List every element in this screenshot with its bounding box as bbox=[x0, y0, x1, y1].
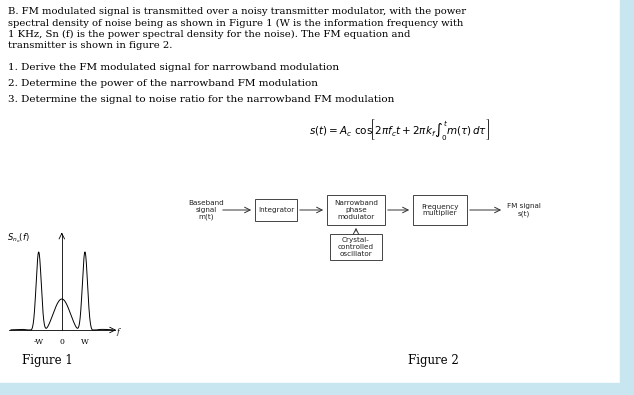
Text: W: W bbox=[81, 338, 89, 346]
Text: 2. Determine the power of the narrowband FM modulation: 2. Determine the power of the narrowband… bbox=[8, 79, 318, 88]
Bar bbox=[327, 195, 385, 225]
Text: Integrator: Integrator bbox=[258, 207, 294, 213]
Text: 3. Determine the signal to noise ratio for the narrowband FM modulation: 3. Determine the signal to noise ratio f… bbox=[8, 95, 394, 104]
Text: -W: -W bbox=[34, 338, 44, 346]
Text: Baseband
signal
m(t): Baseband signal m(t) bbox=[188, 200, 224, 220]
Text: 1. Derive the FM modulated signal for narrowband modulation: 1. Derive the FM modulated signal for na… bbox=[8, 63, 339, 72]
Text: Figure 1: Figure 1 bbox=[22, 354, 73, 367]
Bar bbox=[330, 234, 382, 260]
Bar bbox=[413, 195, 467, 225]
Text: 1 KHz, Sn (f) is the power spectral density for the noise). The FM equation and: 1 KHz, Sn (f) is the power spectral dens… bbox=[8, 30, 410, 39]
Text: spectral density of noise being as shown in Figure 1 (W is the information frequ: spectral density of noise being as shown… bbox=[8, 19, 463, 28]
Text: Frequency
multiplier: Frequency multiplier bbox=[421, 203, 459, 216]
Bar bbox=[0, 383, 634, 395]
Bar bbox=[620, 0, 634, 395]
Text: Crystal-
controlled
oscillator: Crystal- controlled oscillator bbox=[338, 237, 374, 257]
Text: f: f bbox=[117, 328, 120, 336]
Bar bbox=[255, 199, 297, 221]
Text: FM signal
s(t): FM signal s(t) bbox=[507, 203, 541, 217]
Text: 0: 0 bbox=[60, 338, 64, 346]
Text: B. FM modulated signal is transmitted over a noisy transmitter modulator, with t: B. FM modulated signal is transmitted ov… bbox=[8, 7, 466, 16]
Text: $S_{n_o}(f)$: $S_{n_o}(f)$ bbox=[8, 231, 30, 245]
Text: Figure 2: Figure 2 bbox=[408, 354, 459, 367]
Text: Narrowband
phase
modulator: Narrowband phase modulator bbox=[334, 200, 378, 220]
Text: $s(t) = A_c\ \mathrm{cos}\!\left[2\pi f_c t + 2\pi k_f \int_0^t m(\tau)\, d\tau\: $s(t) = A_c\ \mathrm{cos}\!\left[2\pi f_… bbox=[309, 117, 491, 142]
Text: transmitter is shown in figure 2.: transmitter is shown in figure 2. bbox=[8, 41, 172, 51]
